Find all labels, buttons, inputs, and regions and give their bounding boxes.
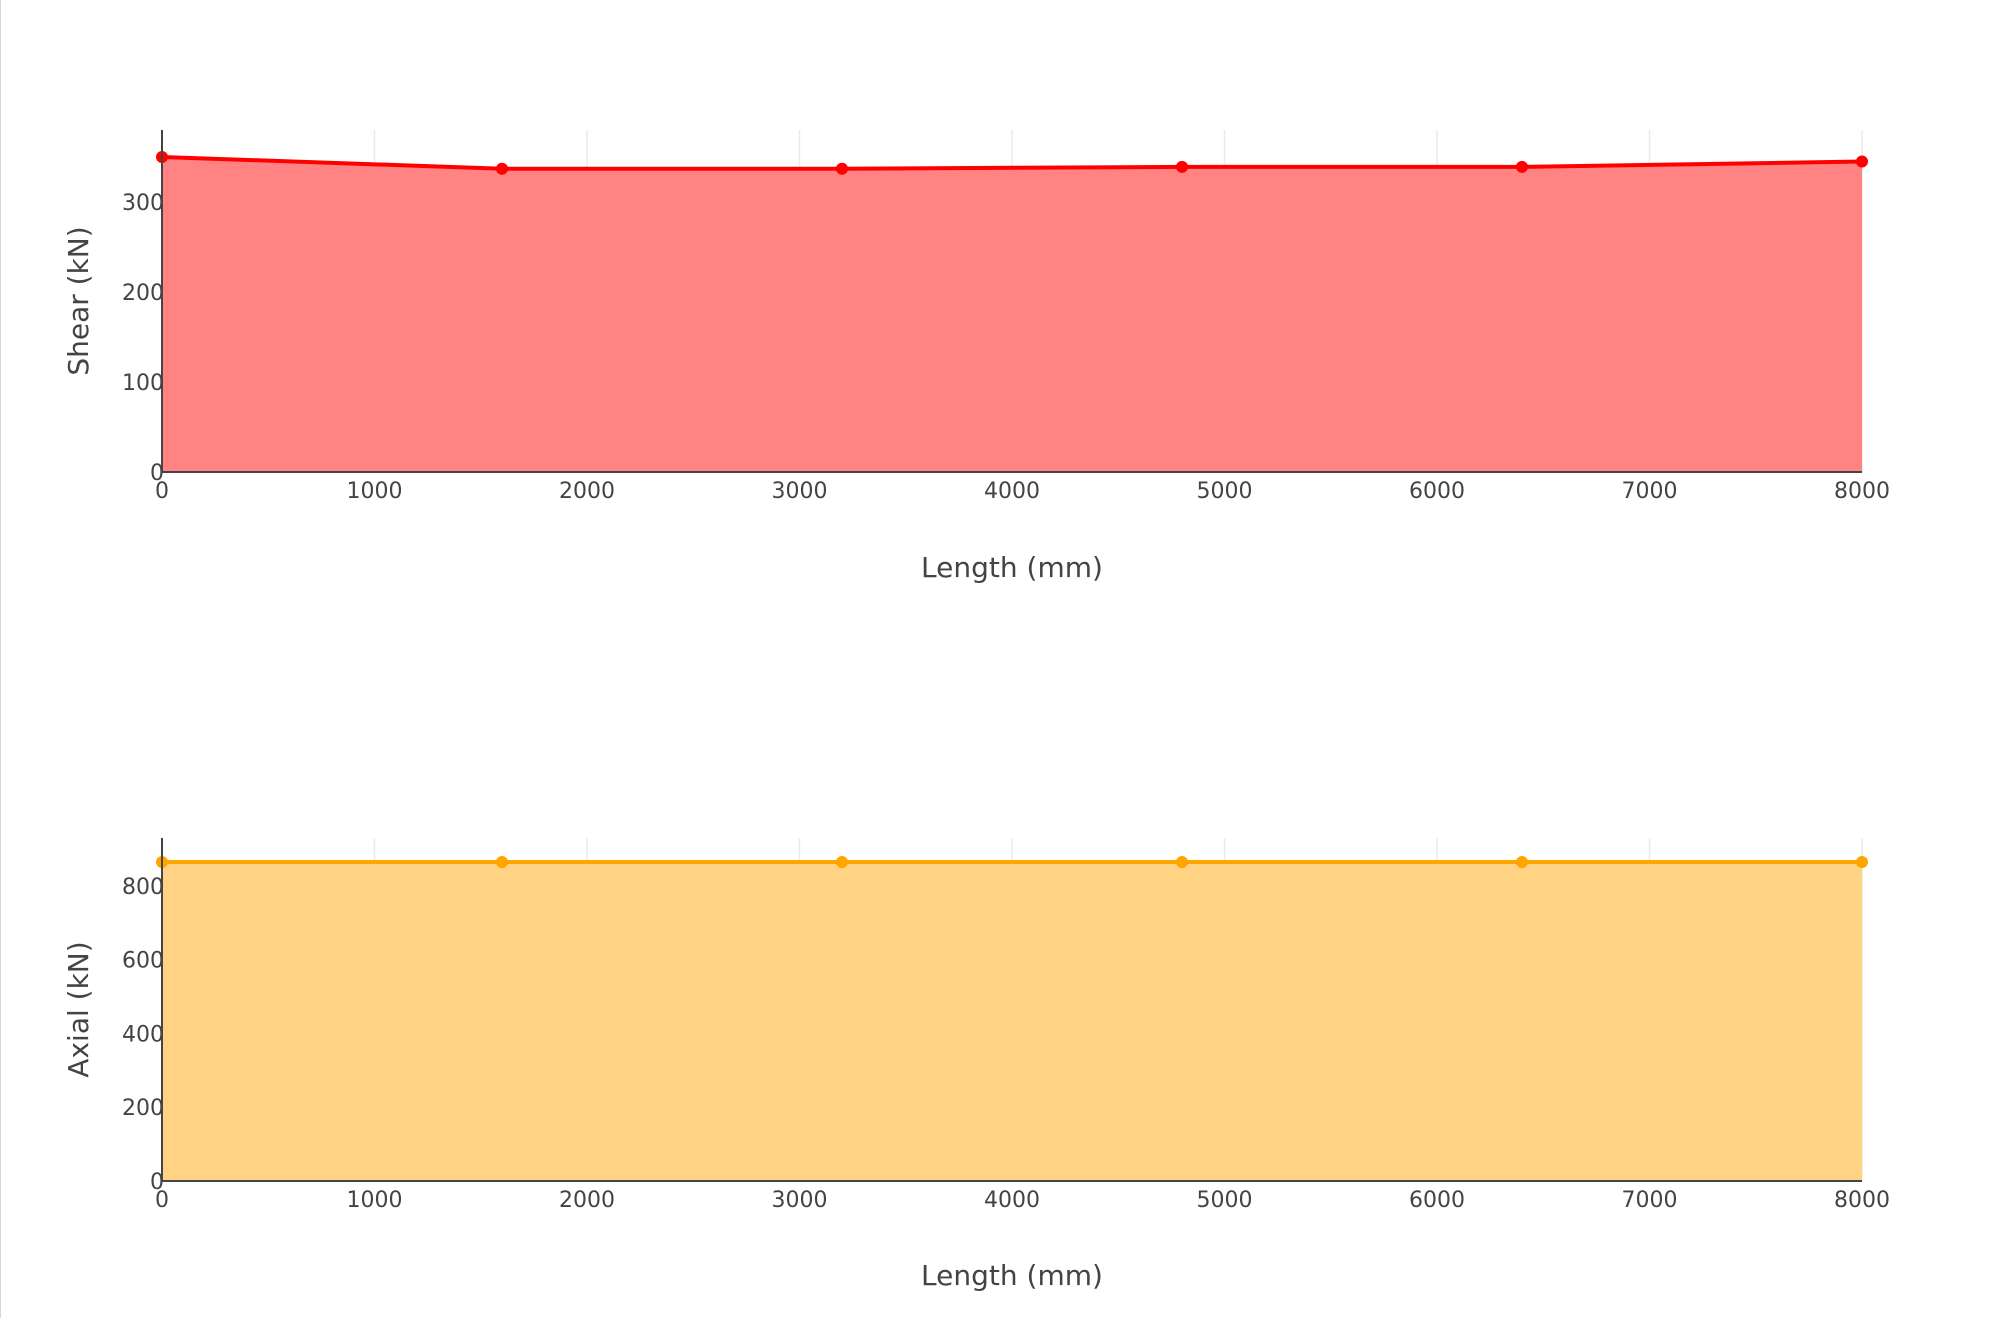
shear-y-tick-label: 300 (122, 191, 164, 216)
shear-data-point (1176, 160, 1188, 173)
shear-y-tick-label: 200 (122, 281, 164, 306)
shear-axes (161, 130, 1862, 473)
axial-data-point (496, 855, 508, 868)
shear-x-tick-label: 2000 (559, 479, 615, 504)
axial-x-tick-label: 5000 (1197, 1188, 1253, 1213)
page-left-border (0, 0, 1, 1318)
axial-x-tick-label: 8000 (1834, 1188, 1890, 1213)
axial-y-ticks: 0 200 400 600 800 (122, 875, 164, 1195)
axial-x-axis-title: Length (mm) (921, 1259, 1103, 1292)
axial-y-tick-label: 600 (122, 949, 164, 974)
shear-y-tick-label: 100 (122, 371, 164, 396)
axial-x-tick-label: 6000 (1409, 1188, 1465, 1213)
axial-y-tick-label: 400 (122, 1022, 164, 1047)
shear-data-point (836, 162, 848, 175)
axial-x-tick-label: 2000 (559, 1188, 615, 1213)
axial-data-point (1856, 855, 1868, 868)
axial-data-point (836, 855, 848, 868)
shear-x-tick-label: 4000 (984, 479, 1040, 504)
shear-data-point (1856, 155, 1868, 168)
axial-chart: 0 1000 2000 3000 4000 5000 6000 7000 8000 0 200 40… (62, 838, 1890, 1292)
shear-y-tick-label: 0 (150, 461, 164, 486)
shear-y-axis-title: Shear (kN) (62, 226, 95, 375)
shear-data-point (496, 162, 508, 175)
axial-x-tick-label: 7000 (1622, 1188, 1678, 1213)
shear-x-tick-label: 3000 (772, 479, 828, 504)
axial-x-tick-label: 0 (155, 1188, 169, 1213)
axial-x-tick-label: 4000 (984, 1188, 1040, 1213)
shear-x-tick-label: 8000 (1834, 479, 1890, 504)
axial-axes (161, 838, 1862, 1182)
axial-x-tick-label: 1000 (347, 1188, 403, 1213)
shear-line (161, 155, 1863, 171)
shear-chart: 0 1000 2000 3000 4000 5000 6000 7000 8000 0 100 20… (62, 130, 1890, 584)
shear-x-ticks: 0 1000 2000 3000 4000 5000 6000 7000 8000 (155, 479, 1890, 504)
shear-x-tick-label: 1000 (347, 479, 403, 504)
shear-x-tick-label: 6000 (1409, 479, 1465, 504)
shear-data-point (1516, 160, 1528, 173)
axial-x-ticks: 0 1000 2000 3000 4000 5000 6000 7000 8000 (155, 1188, 1890, 1213)
axial-y-tick-label: 200 (122, 1096, 164, 1121)
shear-x-tick-label: 7000 (1622, 479, 1678, 504)
shear-x-tick-label: 5000 (1197, 479, 1253, 504)
axial-y-axis-title: Axial (kN) (62, 941, 95, 1077)
axial-x-tick-label: 3000 (772, 1188, 828, 1213)
axial-data-point (1176, 855, 1188, 868)
axial-y-tick-label: 800 (122, 875, 164, 900)
shear-x-axis-title: Length (mm) (921, 551, 1103, 584)
axial-data-point (1516, 855, 1528, 868)
shear-x-tick-label: 0 (155, 479, 169, 504)
shear-area (162, 157, 1862, 472)
axial-area (162, 861, 1862, 1181)
axial-y-tick-label: 0 (150, 1170, 164, 1195)
shear-y-ticks: 0 100 200 300 (122, 191, 164, 486)
